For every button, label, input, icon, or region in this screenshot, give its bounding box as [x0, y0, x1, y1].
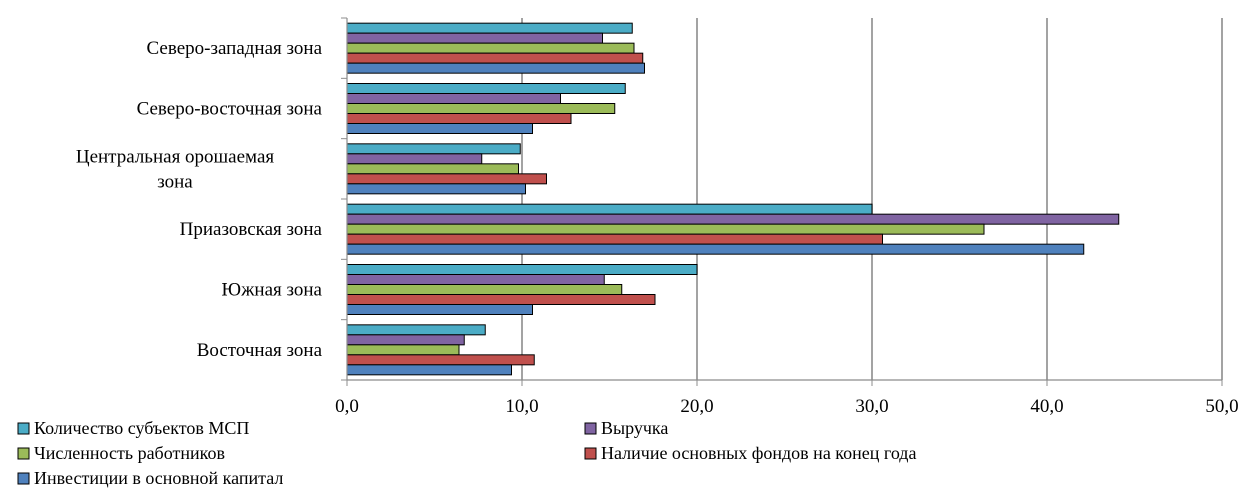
bar [347, 305, 533, 315]
legend-swatch [18, 448, 29, 459]
category-label: Северо-восточная зона [137, 99, 323, 120]
bar [347, 214, 1119, 224]
bar [347, 295, 655, 305]
bar [347, 275, 604, 285]
legend-label: Количество субъектов МСП [34, 418, 249, 438]
category-labels: Северо-западная зона Северо-восточная зон… [76, 38, 323, 361]
x-tick-label: 10,0 [505, 396, 538, 417]
x-tick-label: 0,0 [335, 396, 359, 417]
bar [347, 174, 547, 184]
bar [347, 204, 872, 214]
category-label: Восточная зона [197, 340, 323, 361]
x-tick-label: 20,0 [680, 396, 713, 417]
x-tick-label: 50,0 [1205, 396, 1238, 417]
bar [347, 234, 883, 244]
bar [347, 63, 645, 73]
legend-label: Наличие основных фондов на конец года [601, 443, 916, 463]
legend-label: Выручка [601, 418, 668, 438]
bar [347, 224, 984, 234]
category-label: зона [157, 171, 193, 192]
bar [347, 53, 643, 63]
bar [347, 94, 561, 104]
bar [347, 33, 603, 43]
bar [347, 84, 625, 94]
bar [347, 184, 526, 194]
legend-label: Численность работников [34, 443, 225, 463]
bar [347, 144, 520, 154]
bar [347, 365, 512, 375]
legend-label: Инвестиции в основной капитал [34, 468, 283, 488]
category-label: Северо-западная зона [147, 38, 323, 59]
chart-bars [347, 23, 1119, 375]
bar [347, 355, 534, 365]
category-label: Приазовская зона [180, 219, 323, 240]
bar [347, 154, 482, 164]
bar [347, 104, 615, 114]
x-tick-label: 40,0 [1030, 396, 1063, 417]
legend-swatch [18, 473, 29, 484]
legend: Количество субъектов МСП Выручка Численнос… [18, 418, 916, 488]
bar [347, 244, 1084, 254]
bar [347, 265, 697, 275]
bar [347, 124, 533, 134]
legend-swatch [585, 423, 596, 434]
x-tick-labels: 0,0 10,0 20,0 30,0 40,0 50,0 [335, 396, 1239, 417]
x-tick-label: 30,0 [855, 396, 888, 417]
bar [347, 325, 485, 335]
bar [347, 335, 464, 345]
bar [347, 114, 571, 124]
bar [347, 164, 519, 174]
bar [347, 43, 634, 53]
legend-swatch [585, 448, 596, 459]
legend-swatch [18, 423, 29, 434]
bar [347, 285, 622, 295]
bar [347, 23, 632, 33]
category-label: Южная зона [222, 280, 323, 301]
category-label: Центральная орошаемая [76, 146, 275, 167]
bar [347, 345, 459, 355]
